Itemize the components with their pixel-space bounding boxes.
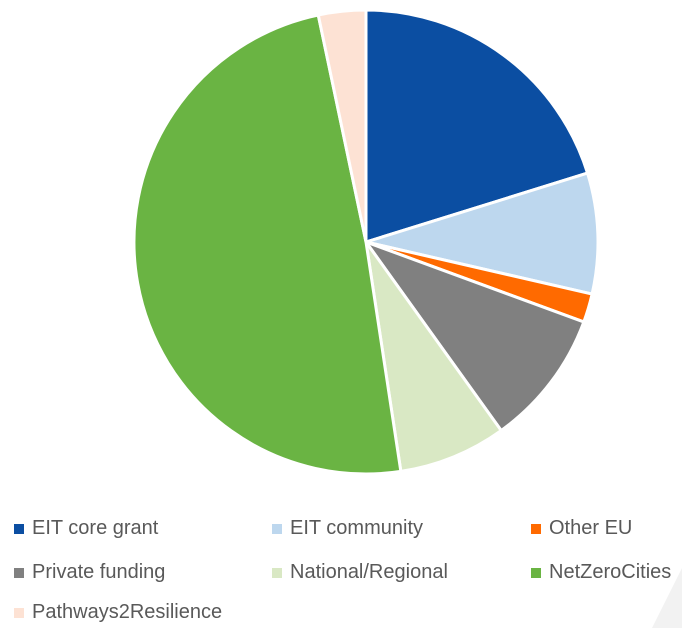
legend-swatch [272,567,282,578]
pie-slice-netzerocities [132,13,403,476]
legend-item-eit-core-grant: EIT core grant [14,517,158,540]
legend-swatch [14,567,24,578]
legend-label: Other EU [549,517,633,539]
legend-label: EIT core grant [32,517,159,539]
legend-label: National/Regional [290,561,448,583]
legend-label: Private funding [32,561,166,583]
legend-item-other-eu: Other EU [531,517,632,540]
pie-slice-private-funding [364,240,586,433]
legend-swatch [531,567,541,578]
pie-slice-eit-core-grant [364,8,590,244]
legend-item-netzerocities: NetZeroCities [531,561,671,584]
pie-chart [132,8,600,476]
legend-swatch [14,607,24,618]
legend-item-eit-community: EIT community [272,517,423,540]
legend-label: Pathways2Resilience [32,601,223,623]
legend-swatch [272,523,282,534]
decorative-corner-shape [652,568,682,628]
pie-slice-national-regional [364,240,503,473]
legend-swatch [14,523,24,534]
pie-slice-eit-community [364,171,600,296]
legend-item-national-regional: National/Regional [272,561,448,584]
legend: EIT core grant EIT community Other EU Pr… [0,505,682,628]
legend-swatch [531,523,541,534]
legend-label: EIT community [290,517,423,539]
legend-item-pathways2resilience: Pathways2Resilience [14,601,222,624]
legend-label: NetZeroCities [549,561,672,583]
legend-item-private-funding: Private funding [14,561,165,584]
pie-slice-pathways2resilience [316,8,368,244]
